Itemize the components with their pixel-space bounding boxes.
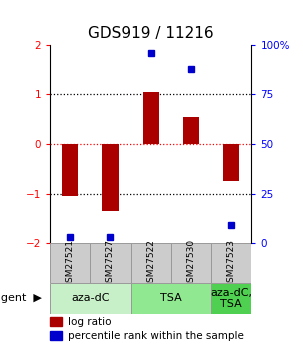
Text: agent  ▶: agent ▶ [0,294,42,303]
Bar [50,317,62,326]
Bar [223,144,239,181]
Text: percentile rank within the sample: percentile rank within the sample [68,331,244,341]
Title: GDS919 / 11216: GDS919 / 11216 [88,26,214,41]
FancyBboxPatch shape [50,243,90,283]
Text: GSM27527: GSM27527 [106,238,115,288]
FancyBboxPatch shape [90,243,131,283]
FancyBboxPatch shape [171,243,211,283]
Text: GSM27530: GSM27530 [187,238,195,288]
FancyBboxPatch shape [131,283,211,314]
Text: aza-dC,
TSA: aza-dC, TSA [210,288,252,309]
Bar [50,331,62,340]
Text: GSM27522: GSM27522 [146,239,155,287]
Bar [143,92,159,144]
Text: GSM27523: GSM27523 [227,238,236,288]
FancyBboxPatch shape [50,283,131,314]
Text: TSA: TSA [160,294,182,303]
Bar [102,144,118,211]
FancyBboxPatch shape [211,243,251,283]
Text: log ratio: log ratio [68,317,112,327]
Bar [183,117,199,144]
Text: aza-dC: aza-dC [71,294,110,303]
Text: GSM27521: GSM27521 [66,238,75,288]
Bar [62,144,78,196]
FancyBboxPatch shape [131,243,171,283]
FancyBboxPatch shape [211,283,251,314]
